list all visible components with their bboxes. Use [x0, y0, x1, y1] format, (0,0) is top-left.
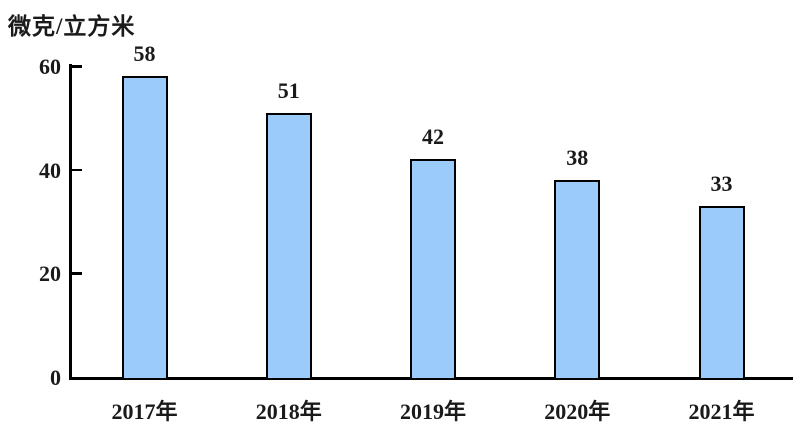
bar [554, 180, 601, 380]
x-tick-label: 2018年 [255, 399, 322, 424]
bar-value-label: 33 [710, 170, 733, 196]
y-tick-label: 20 [39, 261, 61, 287]
bar [265, 112, 312, 380]
bar-value-label: 42 [422, 124, 444, 150]
x-tick-label: 2020年 [544, 399, 611, 424]
bar [410, 159, 456, 380]
y-axis-line [69, 64, 72, 379]
x-tick-label: 2017年 [111, 399, 178, 424]
y-tick-mark [70, 272, 82, 275]
y-tick-label: 40 [39, 157, 61, 183]
bar [121, 76, 168, 380]
y-tick-mark [70, 65, 82, 68]
x-tick-label: 2021年 [688, 399, 755, 424]
x-tick-label: 2019年 [399, 399, 466, 424]
bar-value-label: 51 [277, 77, 300, 103]
y-tick-mark [70, 168, 82, 172]
y-axis-unit-label: 微克/立方米 [8, 14, 136, 39]
bar [698, 205, 745, 380]
bar-value-label: 58 [133, 41, 156, 67]
bar-value-label: 38 [566, 145, 589, 171]
y-tick-label: 0 [50, 365, 61, 390]
y-tick-label: 60 [39, 54, 61, 79]
